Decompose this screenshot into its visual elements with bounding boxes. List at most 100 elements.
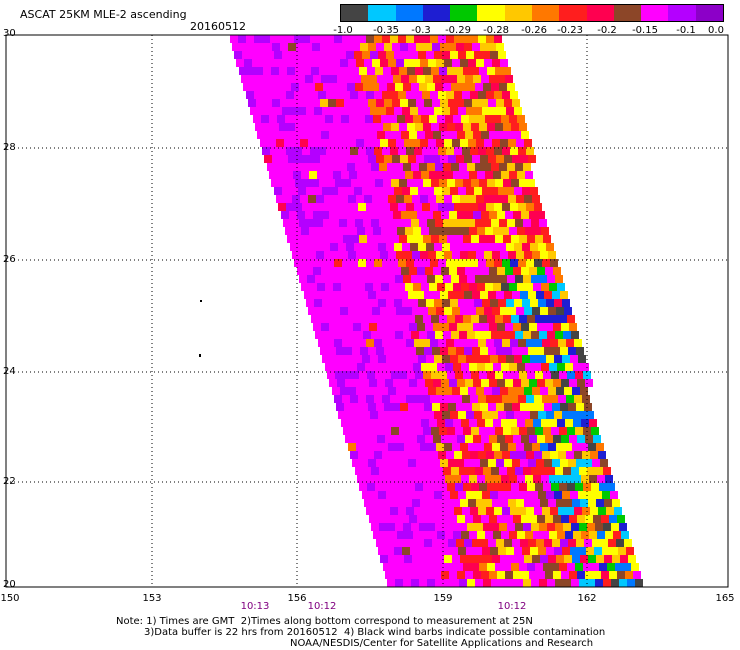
swath-cell (462, 147, 470, 155)
swath-cell (633, 571, 641, 579)
swath-cell (599, 563, 607, 571)
swath-cell (449, 131, 457, 139)
swath-cell (450, 491, 458, 499)
swath-cell (483, 579, 491, 587)
swath-cell (471, 427, 479, 435)
swath-cell (423, 427, 431, 435)
swath-cell (475, 523, 483, 531)
swath-cell (417, 323, 425, 331)
swath-cell (540, 251, 548, 259)
swath-cell (448, 403, 456, 411)
swath-cell (376, 403, 384, 411)
swath-cell (342, 35, 350, 43)
swath-cell (389, 227, 397, 235)
swath-cell (579, 467, 587, 475)
swath-cell (281, 131, 289, 139)
swath-cell (516, 443, 524, 451)
swath-cell (449, 435, 457, 443)
swath-cell (417, 435, 425, 443)
swath-cell (312, 99, 320, 107)
swath-cell (440, 539, 448, 547)
swath-cell (321, 323, 329, 331)
swath-cell (393, 131, 401, 139)
swath-cell (451, 331, 459, 339)
swath-cell (375, 67, 383, 75)
swath-cell (475, 83, 483, 91)
swath-cell (508, 139, 516, 147)
swath-cell (255, 123, 263, 131)
swath-cell (376, 43, 384, 51)
swath-cell (373, 363, 381, 371)
swath-cell (366, 147, 374, 155)
swath-cell (259, 83, 267, 91)
swath-cell (349, 363, 357, 371)
swath-cell (450, 243, 458, 251)
legend-label: -0.35 (373, 25, 399, 36)
swath-cell (464, 99, 472, 107)
swath-cell (524, 139, 532, 147)
swath-cell (405, 283, 413, 291)
swath-cell (296, 99, 304, 107)
swath-cell (400, 155, 408, 163)
swath-cell (546, 491, 554, 499)
swath-cell (438, 91, 446, 99)
swath-cell (317, 227, 325, 235)
swath-cell (412, 499, 420, 507)
swath-cell (452, 443, 460, 451)
swath-cell (275, 83, 283, 91)
swath-cell (458, 355, 466, 363)
swath-cell (415, 235, 423, 243)
swath-cell (462, 339, 470, 347)
swath-cell (529, 267, 537, 275)
swath-cell (335, 235, 343, 243)
swath-cell (429, 475, 437, 483)
swath-cell (585, 379, 593, 387)
swath-cell (475, 163, 483, 171)
swath-cell (284, 59, 292, 67)
swath-cell (408, 99, 416, 107)
swath-cell (366, 339, 374, 347)
legend-label: -0.15 (632, 25, 658, 36)
swath-cell (418, 51, 426, 59)
swath-cell (279, 67, 287, 75)
swath-cell (456, 291, 464, 299)
swath-cell (360, 459, 368, 467)
swath-cell (378, 299, 386, 307)
swath-cell (357, 363, 365, 371)
swath-cell (519, 563, 527, 571)
lat-label-28: 28 (3, 142, 16, 153)
swath-cell (304, 291, 312, 299)
swath-cell (408, 43, 416, 51)
swath-cell (407, 427, 415, 435)
swath-cell (424, 43, 432, 51)
swath-cell (354, 187, 362, 195)
swath-cell (511, 315, 519, 323)
swath-cell (372, 387, 380, 395)
swath-cell (307, 219, 315, 227)
swath-cell (384, 459, 392, 467)
swath-cell (424, 539, 432, 547)
swath-cell (543, 483, 551, 491)
swath-cell (515, 579, 523, 587)
swath-cell (379, 83, 387, 91)
swath-cell (327, 315, 335, 323)
swath-cell (341, 363, 349, 371)
swath-cell (501, 363, 509, 371)
swath-cell (517, 419, 525, 427)
swath-cell (422, 339, 430, 347)
swath-cell (484, 499, 492, 507)
swath-cell (505, 323, 513, 331)
swath-cell (376, 347, 384, 355)
swath-cell (321, 267, 329, 275)
swath-cell (442, 51, 450, 59)
swath-cell (432, 539, 440, 547)
swath-cell (367, 427, 375, 435)
swath-cell (371, 275, 379, 283)
swath-cell (335, 179, 343, 187)
swath-cell (285, 171, 293, 179)
swath-cell (459, 467, 467, 475)
swath-cell (602, 491, 610, 499)
swath-cell (567, 563, 575, 571)
swath-cell (344, 347, 352, 355)
swath-cell (469, 419, 477, 427)
